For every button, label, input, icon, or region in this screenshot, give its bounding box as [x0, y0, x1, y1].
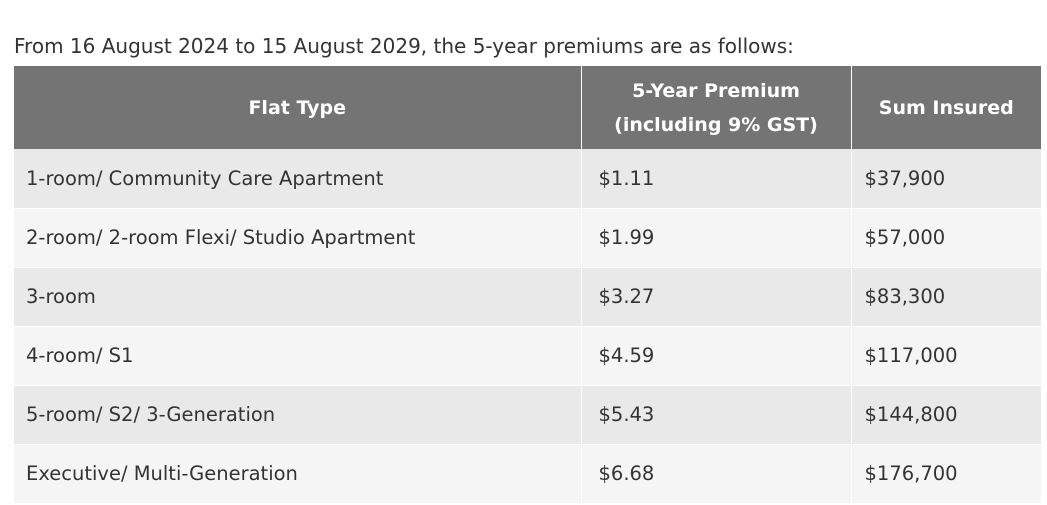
cell-sum-insured: $57,000	[851, 207, 1041, 267]
table-row: Executive/ Multi-Generation $6.68 $176,7…	[14, 443, 1041, 503]
cell-premium: $1.99	[581, 207, 852, 267]
cell-flat-type: Executive/ Multi-Generation	[14, 443, 582, 503]
cell-flat-type: 3-room	[14, 266, 582, 326]
table-header: Flat Type 5-Year Premium (including 9% G…	[14, 66, 1041, 149]
cell-flat-type: 5-room/ S2/ 3-Generation	[14, 384, 582, 444]
cell-sum-insured: $176,700	[851, 443, 1041, 503]
header-premium-line2: (including 9% GST)	[614, 113, 818, 136]
cell-flat-type: 4-room/ S1	[14, 325, 582, 385]
header-sum-insured: Sum Insured	[851, 66, 1041, 149]
header-premium: 5-Year Premium (including 9% GST)	[581, 66, 852, 149]
table-body: 1-room/ Community Care Apartment $1.11 $…	[14, 149, 1041, 503]
cell-flat-type: 2-room/ 2-room Flexi/ Studio Apartment	[14, 207, 582, 267]
cell-premium: $4.59	[581, 325, 852, 385]
table-row: 2-room/ 2-room Flexi/ Studio Apartment $…	[14, 207, 1041, 267]
premium-table: Flat Type 5-Year Premium (including 9% G…	[14, 66, 1041, 503]
cell-premium: $1.11	[581, 149, 852, 208]
cell-flat-type: 1-room/ Community Care Apartment	[14, 149, 582, 208]
table-row: 5-room/ S2/ 3-Generation $5.43 $144,800	[14, 384, 1041, 444]
cell-premium: $3.27	[581, 266, 852, 326]
header-premium-line1: 5-Year Premium	[632, 79, 800, 102]
cell-sum-insured: $144,800	[851, 384, 1041, 444]
table-row: 1-room/ Community Care Apartment $1.11 $…	[14, 149, 1041, 208]
cell-sum-insured: $83,300	[851, 266, 1041, 326]
table-row: 4-room/ S1 $4.59 $117,000	[14, 325, 1041, 385]
cell-sum-insured: $117,000	[851, 325, 1041, 385]
header-flat-type: Flat Type	[14, 66, 582, 149]
header-row: Flat Type 5-Year Premium (including 9% G…	[14, 66, 1041, 149]
cell-sum-insured: $37,900	[851, 149, 1041, 208]
table-row: 3-room $3.27 $83,300	[14, 266, 1041, 326]
cell-premium: $5.43	[581, 384, 852, 444]
intro-text: From 16 August 2024 to 15 August 2029, t…	[14, 34, 794, 58]
cell-premium: $6.68	[581, 443, 852, 503]
